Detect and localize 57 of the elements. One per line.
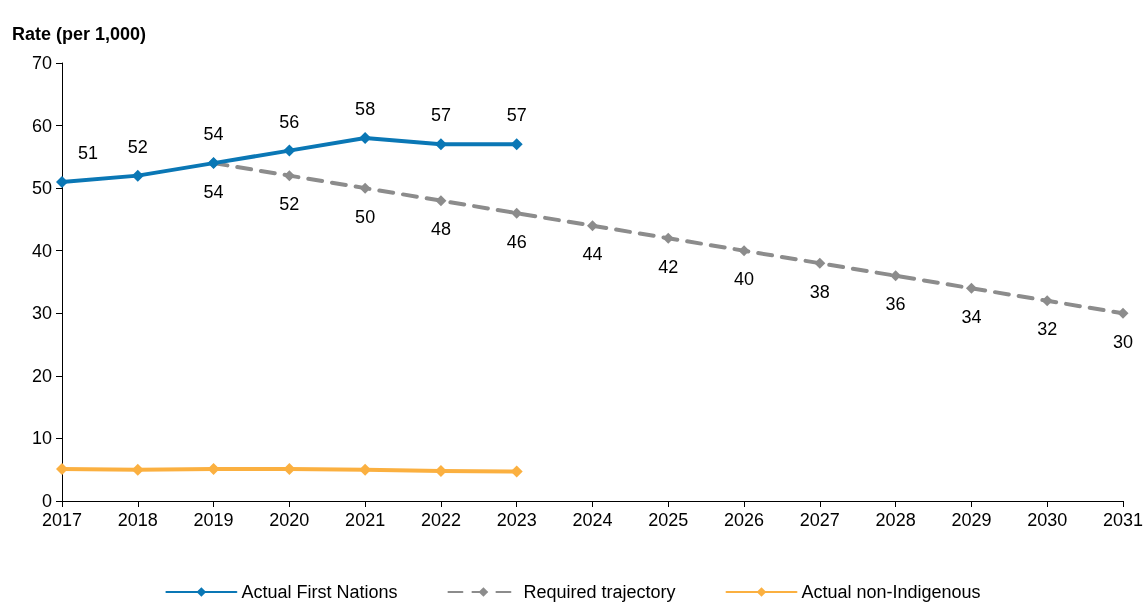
x-tick-label: 2031 [1102, 510, 1143, 530]
data-label: 52 [127, 136, 148, 157]
y-tick-label: 70 [31, 53, 52, 73]
x-tick-label: 2025 [648, 510, 689, 530]
x-tick-label: 2028 [875, 510, 916, 530]
x-tick-label: 2022 [420, 510, 461, 530]
legend-label: Actual First Nations [241, 582, 398, 602]
y-tick-label: 10 [31, 428, 52, 449]
x-tick-label: 2030 [1027, 510, 1068, 530]
data-label: 51 [77, 142, 99, 163]
point [814, 257, 826, 269]
point [283, 144, 296, 157]
point [359, 182, 371, 194]
point [283, 170, 295, 182]
x-tick-label: 2021 [345, 510, 386, 530]
data-label: 58 [355, 99, 376, 120]
data-label: 52 [279, 194, 300, 215]
data-label: 54 [203, 181, 224, 202]
data-label: 57 [506, 105, 527, 126]
data-label: 57 [430, 105, 451, 126]
y-tick-label: 50 [31, 178, 52, 199]
data-label: 56 [279, 111, 300, 132]
data-label: 32 [1037, 319, 1058, 340]
x-tick-label: 2029 [951, 510, 992, 530]
data-label: 54 [203, 124, 224, 145]
data-label: 50 [355, 206, 376, 227]
x-tick-label: 2020 [269, 510, 310, 530]
data-label: 44 [582, 244, 603, 265]
point [965, 282, 977, 294]
y-axis-title: Rate (per 1,000) [12, 24, 147, 44]
y-tick-label: 30 [31, 303, 52, 324]
data-label: 36 [885, 294, 906, 315]
x-tick-label: 2027 [799, 510, 840, 530]
point [662, 232, 674, 244]
data-label: 48 [430, 219, 451, 240]
y-tick-label: 0 [41, 491, 52, 511]
x-tick-label: 2024 [572, 510, 613, 530]
x-tick-label: 2019 [193, 510, 234, 530]
y-tick-label: 60 [31, 115, 52, 136]
y-tick-label: 40 [31, 240, 52, 261]
data-label: 38 [809, 281, 830, 302]
legend-label: Required trajectory [523, 582, 676, 602]
point [586, 220, 598, 232]
data-label: 42 [658, 256, 679, 277]
x-tick-label: 2018 [117, 510, 158, 530]
data-label: 46 [506, 231, 527, 252]
point [56, 175, 68, 188]
x-tick-label: 2023 [496, 510, 537, 530]
y-tick-label: 20 [31, 365, 52, 386]
point [435, 195, 447, 207]
data-label: 30 [1112, 331, 1133, 352]
data-label: 34 [961, 306, 982, 327]
legend-label: Actual non-Indigenous [801, 582, 981, 602]
x-tick-label: 2026 [724, 510, 765, 530]
point [1117, 307, 1129, 319]
data-label: 40 [734, 269, 755, 290]
x-tick-label: 2017 [41, 510, 83, 530]
